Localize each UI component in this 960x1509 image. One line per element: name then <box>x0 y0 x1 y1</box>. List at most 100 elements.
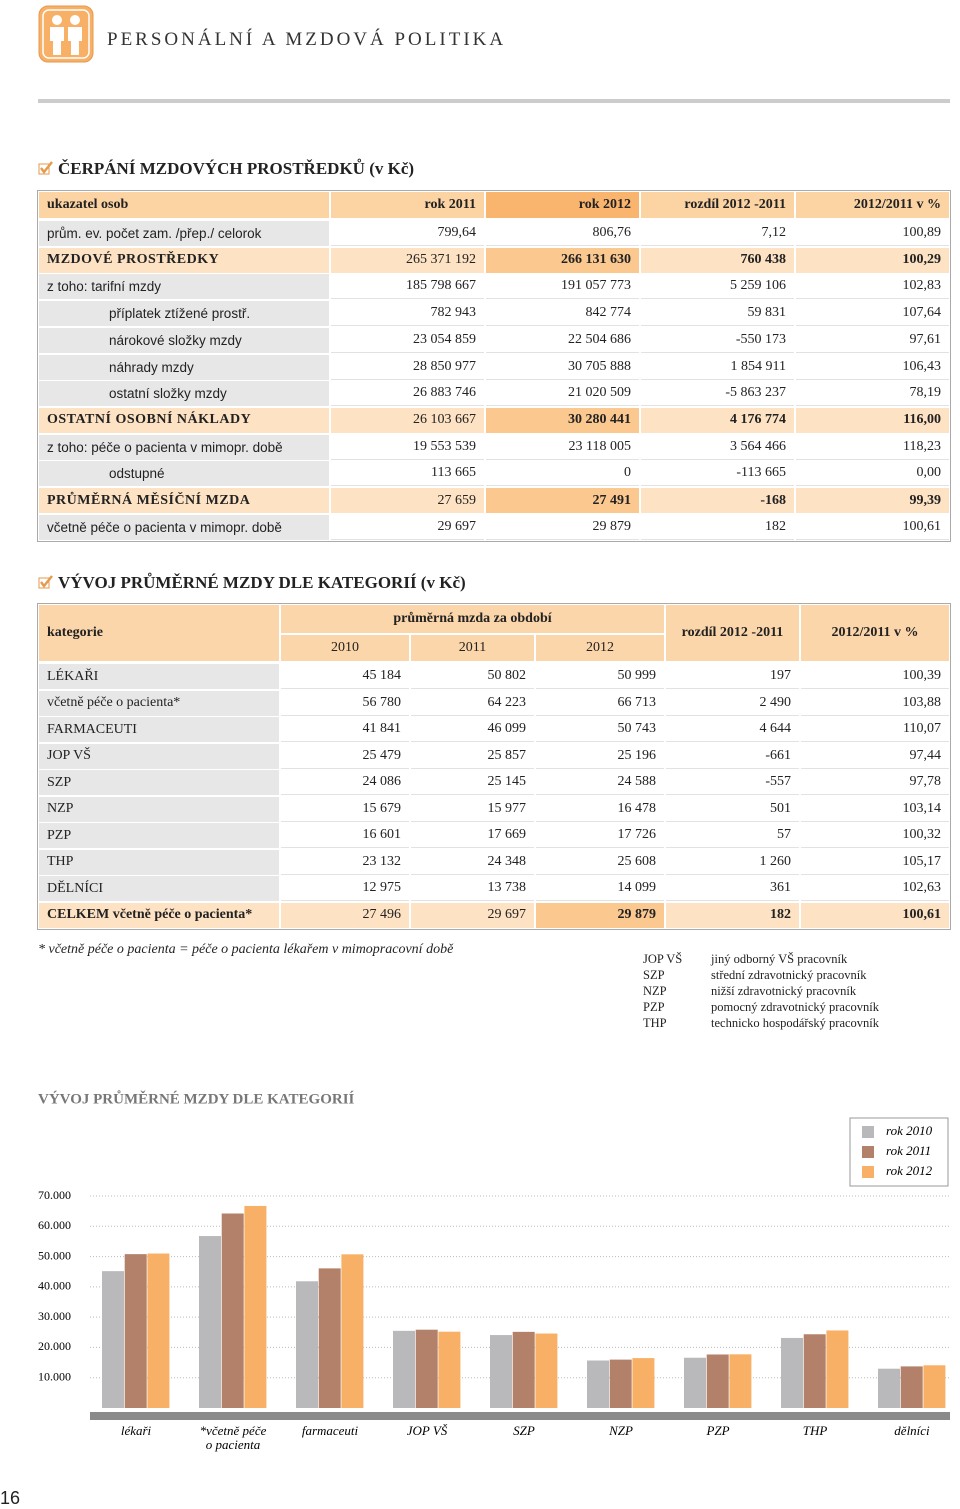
bar <box>587 1360 609 1408</box>
abbr-code: JOP VŠ <box>643 952 683 966</box>
row-label: LÉKAŘI <box>39 664 279 689</box>
table-cell: 27 659 <box>331 488 484 513</box>
table-cell: 12 975 <box>281 876 409 901</box>
bar <box>341 1254 364 1408</box>
table-cell: 29 697 <box>411 902 534 928</box>
bar <box>244 1205 267 1408</box>
row-label: náhrady mzdy <box>39 354 329 380</box>
table-cell: 50 743 <box>536 717 664 742</box>
table-cell: 100,39 <box>801 664 949 689</box>
abbr-meaning: jiný odborný VŠ pracovník <box>711 952 848 966</box>
column-header: 2011 <box>411 635 534 661</box>
legend-swatch <box>862 1126 874 1138</box>
bar <box>923 1365 946 1408</box>
bar <box>147 1253 170 1408</box>
table-cell: 361 <box>666 876 799 901</box>
row-label: prům. ev. počet zam. /přep./ celorok <box>39 221 329 246</box>
table-cell: 21 020 509 <box>486 381 639 407</box>
table-cell: -5 863 237 <box>641 381 794 407</box>
row-label: odstupné <box>39 461 329 487</box>
bar <box>415 1329 438 1408</box>
table-cell: 41 841 <box>281 717 409 742</box>
table-cell: 100,61 <box>796 514 949 540</box>
table-cell: 64 223 <box>411 690 534 716</box>
table-cell: 26 883 746 <box>331 381 484 407</box>
check-icon <box>38 161 53 175</box>
bar <box>318 1268 341 1408</box>
legend-swatch <box>862 1166 874 1178</box>
header-rule <box>38 99 950 103</box>
table-cell: 4 644 <box>666 717 799 742</box>
column-header: 2010 <box>281 635 409 661</box>
table-cell: 16 601 <box>281 823 409 848</box>
column-header: 2012/2011 v % <box>801 605 949 661</box>
bar <box>803 1334 826 1408</box>
y-tick-label: 20.000 <box>38 1339 71 1353</box>
table-cell: 29 697 <box>331 514 484 540</box>
x-tick-label: JOP VŠ <box>407 1423 448 1438</box>
footnote: * včetně péče o pacienta = péče o pacien… <box>38 942 454 957</box>
row-label: MZDOVÉ PROSTŘEDKY <box>39 247 329 273</box>
table-cell: 4 176 774 <box>641 407 794 433</box>
abbr-code: THP <box>643 1016 667 1030</box>
table-cell: 30 280 441 <box>486 407 639 433</box>
bar <box>609 1359 632 1408</box>
table-cell: 50 802 <box>411 664 534 689</box>
table-cell: 27 496 <box>281 902 409 928</box>
legend-label: rok 2010 <box>886 1123 933 1138</box>
table-cell: 0,00 <box>796 461 949 487</box>
bar <box>199 1236 221 1408</box>
table-cell: 7,12 <box>641 221 794 246</box>
table-cell: -550 173 <box>641 327 794 353</box>
table-cell: 182 <box>641 514 794 540</box>
abbr-meaning: technicko hospodářský pracovník <box>711 1016 880 1030</box>
table-cell: 182 <box>666 902 799 928</box>
bar <box>393 1330 415 1408</box>
row-label: včetně péče o pacienta v mimopr. době <box>39 514 329 540</box>
table-cell: 107,64 <box>796 301 949 327</box>
table-cell: 100,61 <box>801 902 949 928</box>
bar <box>512 1331 535 1408</box>
abbr-code: SZP <box>643 968 665 982</box>
bar <box>826 1330 849 1408</box>
table-cell: 46 099 <box>411 717 534 742</box>
table-cell: 24 588 <box>536 770 664 795</box>
bar <box>102 1271 124 1408</box>
column-header: rozdíl 2012 -2011 <box>666 605 799 661</box>
row-label: FARMACEUTI <box>39 717 279 742</box>
table-cell: 97,78 <box>801 770 949 795</box>
table-cell: 105,17 <box>801 849 949 875</box>
legend-swatch <box>862 1146 874 1158</box>
table-cell: 17 669 <box>411 823 534 848</box>
column-header: rok 2012 <box>486 192 639 218</box>
table-cell: 100,29 <box>796 247 949 273</box>
row-label: JOP VŠ <box>39 743 279 769</box>
bar <box>296 1281 318 1408</box>
table-cell: 110,07 <box>801 717 949 742</box>
bar <box>124 1254 147 1408</box>
bar <box>221 1213 244 1408</box>
table-cell: 0 <box>486 461 639 487</box>
row-label: PRŮMĚRNÁ MĚSÍČNÍ MZDA <box>39 488 329 513</box>
row-label: OSTATNÍ OSOBNÍ NÁKLADY <box>39 407 329 433</box>
page-number: 16 <box>0 1488 21 1508</box>
row-label: z toho: péče o pacienta v mimopr. době <box>39 434 329 460</box>
table-cell: 25 196 <box>536 743 664 769</box>
chart: VÝVOJ PRŮMĚRNÉ MZDY DLE KATEGORIÍ 10.000… <box>38 1090 950 1452</box>
table-cell: 22 504 686 <box>486 327 639 353</box>
legend-label: rok 2011 <box>886 1143 931 1158</box>
table-cell: 782 943 <box>331 301 484 327</box>
table-cell: 1 854 911 <box>641 354 794 380</box>
section-title: ČERPÁNÍ MZDOVÝCH PROSTŘEDKŮ (v Kč) <box>58 159 415 178</box>
table-cell: 24 086 <box>281 770 409 795</box>
logo <box>38 5 94 63</box>
table-cell: -168 <box>641 488 794 513</box>
table-cell: 66 713 <box>536 690 664 716</box>
table-cell: 103,14 <box>801 796 949 822</box>
table-cell: 113 665 <box>331 461 484 487</box>
table-cell: 116,00 <box>796 407 949 433</box>
legend-label: rok 2012 <box>886 1163 933 1178</box>
row-label: příplatek ztížené prostř. <box>39 301 329 327</box>
table: ukazatel osob rok 2011 rok 2012 rozdíl 2012… <box>37 190 951 542</box>
bar <box>632 1358 655 1408</box>
